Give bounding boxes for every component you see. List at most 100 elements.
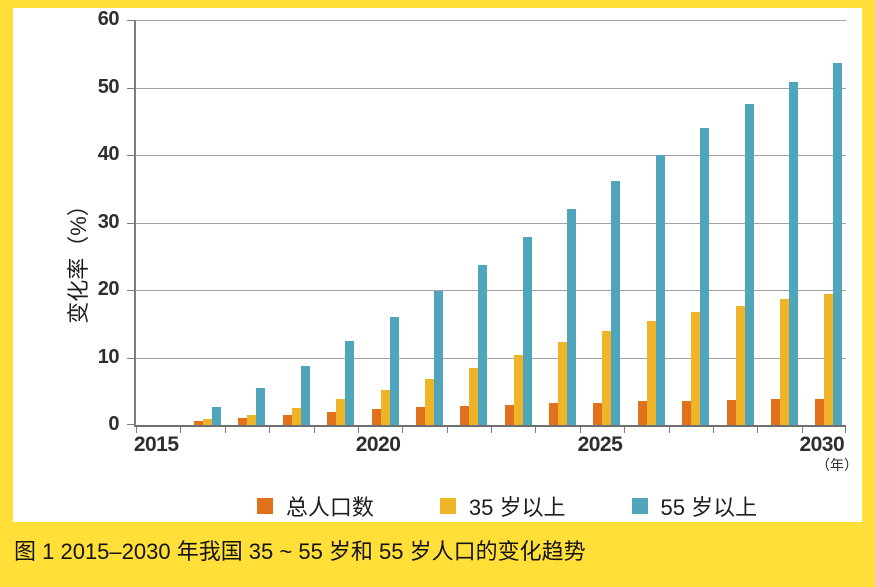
bar-55-plus-2027 xyxy=(700,128,710,425)
gridline-y-40 xyxy=(136,155,846,156)
bar-35-plus-2019 xyxy=(336,398,346,425)
y-axis-title: 变化率（%） xyxy=(66,194,91,324)
bar-group-2029 xyxy=(770,82,798,425)
bar-55-plus-2018 xyxy=(300,365,310,425)
bar-group-2024 xyxy=(549,209,577,425)
bar-55-plus-2021 xyxy=(433,291,443,425)
bar-35-plus-2025 xyxy=(602,331,612,425)
bar-35-plus-2026 xyxy=(646,321,656,425)
gridline-y-30 xyxy=(136,222,846,224)
x-tick-mark-7 xyxy=(446,427,448,433)
bar-group-2030 xyxy=(815,62,843,425)
bar-35-plus-2027 xyxy=(691,312,701,425)
bar-total-population-2027 xyxy=(682,400,692,425)
bar-55-plus-2026 xyxy=(655,155,665,425)
bar-total-population-2025 xyxy=(593,402,603,425)
bar-35-plus-2021 xyxy=(424,379,434,425)
bar-total-population-2028 xyxy=(726,400,736,425)
bar-total-population-2026 xyxy=(637,401,647,425)
bar-total-population-2020 xyxy=(371,408,381,425)
bar-55-plus-2017 xyxy=(256,387,266,425)
bar-total-population-2021 xyxy=(415,406,425,425)
x-tick-mark-5 xyxy=(357,427,359,433)
x-tick-label-2025: 2025 xyxy=(577,433,623,456)
y-tick-label-40: 40 xyxy=(97,143,120,165)
gridline-y-10 xyxy=(136,357,846,359)
bar-total-population-2029 xyxy=(770,399,780,425)
legend-item-35-plus: 35 岁以上 xyxy=(439,490,566,522)
bar-55-plus-2029 xyxy=(788,82,798,425)
gridline-y-60 xyxy=(136,20,846,21)
bar-group-2016 xyxy=(194,407,222,425)
chart-legend: 总人口数 35 岁以上 55 岁以上 xyxy=(152,490,862,522)
bar-35-plus-2016 xyxy=(203,418,213,425)
y-tick-label-10: 10 xyxy=(97,345,120,368)
bar-group-2026 xyxy=(637,155,665,425)
bar-35-plus-2022 xyxy=(469,367,479,425)
bar-35-plus-2023 xyxy=(513,354,523,425)
legend-swatch-55-plus xyxy=(631,498,648,514)
y-tick-label-0: 0 xyxy=(108,413,119,435)
bar-group-2028 xyxy=(726,103,754,425)
bar-total-population-2017 xyxy=(238,417,248,425)
bar-group-2027 xyxy=(682,128,710,425)
y-tick-label-50: 50 xyxy=(97,75,120,98)
bar-55-plus-2019 xyxy=(345,341,355,425)
x-tick-mark-14 xyxy=(757,427,759,433)
x-tick-mark-2 xyxy=(224,427,226,433)
bar-group-2023 xyxy=(504,237,532,425)
y-tick-label-60: 60 xyxy=(97,8,120,30)
x-tick-label-2020: 2020 xyxy=(355,433,401,456)
x-tick-mark-11 xyxy=(624,427,626,433)
y-tick-mark-30 xyxy=(127,222,134,224)
x-tick-mark-9 xyxy=(535,427,537,433)
y-tick-mark-0 xyxy=(127,424,134,425)
y-tick-label-30: 30 xyxy=(97,210,120,233)
y-tick-label-20: 20 xyxy=(97,278,120,300)
legend-label-total-population: 总人口数 xyxy=(285,495,374,520)
x-tick-label-2030: 2030 xyxy=(799,433,845,456)
x-tick-mark-6 xyxy=(402,427,404,433)
x-tick-mark-13 xyxy=(712,427,714,433)
bar-35-plus-2030 xyxy=(824,294,834,425)
x-axis-unit-label: （年） xyxy=(816,457,858,473)
bar-group-2021 xyxy=(415,291,443,425)
y-tick-mark-20 xyxy=(127,290,134,291)
bar-35-plus-2028 xyxy=(735,306,745,425)
bar-total-population-2019 xyxy=(327,412,337,425)
y-tick-mark-60 xyxy=(127,20,134,21)
plot-area xyxy=(127,20,846,433)
bar-55-plus-2030 xyxy=(833,62,843,425)
bar-total-population-2016 xyxy=(194,420,204,425)
bar-total-population-2023 xyxy=(504,404,514,425)
x-tick-mark-15 xyxy=(801,427,803,433)
y-tick-mark-50 xyxy=(127,87,134,89)
bar-55-plus-2028 xyxy=(744,103,754,425)
x-tick-mark-0 xyxy=(136,427,137,433)
bar-total-population-2030 xyxy=(815,399,825,425)
bar-35-plus-2017 xyxy=(247,414,257,425)
bar-35-plus-2020 xyxy=(380,389,390,425)
x-tick-mark-8 xyxy=(491,427,492,433)
bar-group-2025 xyxy=(593,180,621,425)
bar-group-2020 xyxy=(371,317,399,425)
bar-total-population-2018 xyxy=(282,414,292,425)
bar-55-plus-2025 xyxy=(611,180,621,425)
gridline-y-20 xyxy=(136,290,846,291)
bar-55-plus-2020 xyxy=(389,317,399,425)
bar-55-plus-2016 xyxy=(212,407,222,425)
legend-swatch-35-plus xyxy=(439,498,456,514)
gridline-y-50 xyxy=(136,87,846,89)
legend-item-55-plus: 55 岁以上 xyxy=(631,490,757,522)
bar-55-plus-2022 xyxy=(478,265,488,425)
x-tick-mark-1 xyxy=(180,427,182,433)
bar-group-2022 xyxy=(460,265,488,425)
y-tick-mark-40 xyxy=(127,155,134,156)
bar-total-population-2024 xyxy=(549,403,559,425)
bar-group-2018 xyxy=(282,365,310,425)
bar-35-plus-2018 xyxy=(291,408,301,425)
x-tick-mark-3 xyxy=(269,427,271,433)
bar-group-2017 xyxy=(238,387,266,425)
x-tick-mark-12 xyxy=(668,427,670,433)
bar-35-plus-2029 xyxy=(779,299,789,425)
